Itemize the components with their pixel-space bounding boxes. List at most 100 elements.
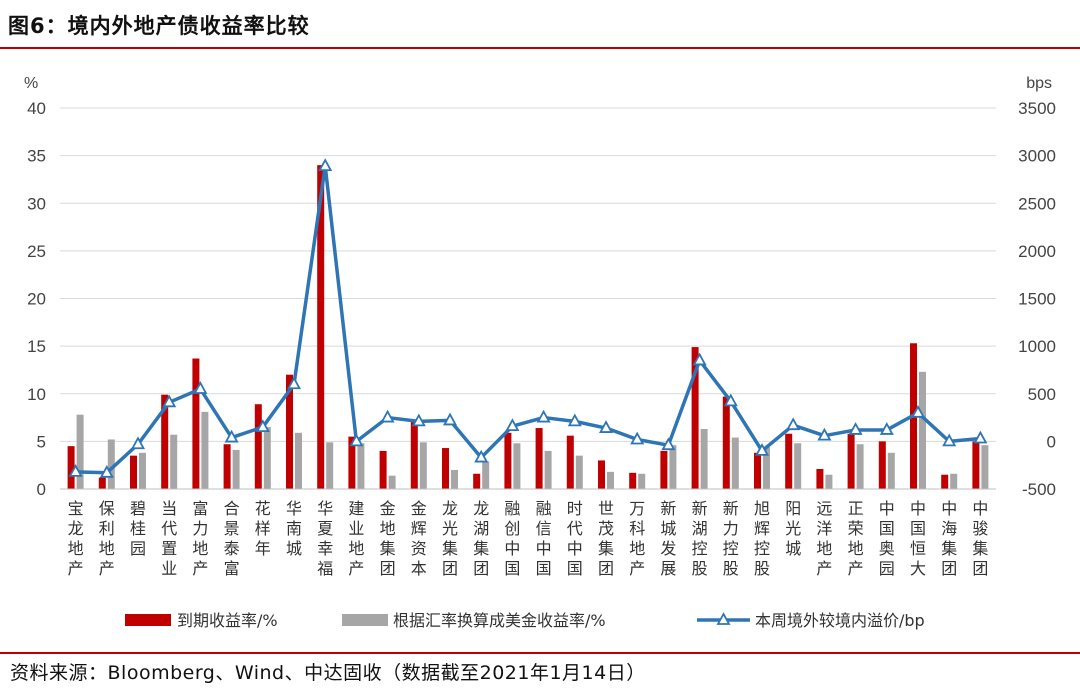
y2-tick-label: -500 — [1022, 480, 1056, 499]
y2-tick-label: 2500 — [1018, 194, 1056, 213]
line-point — [910, 404, 926, 418]
bar — [295, 432, 302, 489]
line-point — [99, 464, 114, 478]
bar — [887, 452, 895, 489]
line-point — [942, 433, 957, 447]
category-label: 富力地产 — [192, 499, 208, 578]
axes: 0 5 10 15 20 25 30 35 40 -500 0 500 1000 1500 2000 2500… — [24, 75, 1056, 499]
category-label: 保利地产 — [99, 499, 115, 578]
legend-label: 本周境外较境内溢价/bp — [755, 611, 925, 630]
line-point — [68, 463, 83, 477]
bar — [107, 439, 115, 489]
line-point — [349, 433, 364, 447]
category-label: 华夏幸福 — [317, 499, 333, 578]
category-label: 新力控股 — [723, 499, 739, 578]
bar — [566, 435, 574, 489]
bar — [254, 404, 262, 489]
y2-tick-label: 1000 — [1018, 337, 1056, 356]
line-point — [411, 413, 426, 427]
bar — [785, 433, 793, 489]
category-label: 远洋地产 — [816, 499, 832, 578]
category-label: 宝龙地产 — [68, 499, 84, 578]
bar — [919, 371, 926, 489]
legend-marker — [716, 612, 731, 625]
premium-polyline — [75, 164, 981, 475]
bar — [731, 437, 739, 489]
y-tick-label: 35 — [27, 147, 46, 166]
bar — [816, 468, 824, 489]
bar — [513, 443, 521, 489]
category-label: 中骏集团 — [972, 499, 988, 578]
bar — [317, 165, 325, 489]
line-point — [567, 413, 582, 427]
y-tick-label: 0 — [37, 480, 46, 499]
category-label: 花样年 — [255, 499, 271, 558]
category-label: 旭辉控股 — [754, 499, 770, 578]
line-point — [817, 427, 832, 441]
bar — [130, 455, 137, 489]
line-point — [224, 429, 239, 443]
bar — [629, 472, 637, 489]
line-point — [661, 437, 676, 451]
line-point — [692, 352, 707, 366]
bar — [482, 461, 490, 489]
bar — [76, 414, 84, 489]
line-point — [723, 393, 738, 407]
bar — [544, 450, 552, 489]
line-point — [536, 409, 551, 423]
line-point — [879, 422, 894, 435]
y2-tick-label: 3000 — [1018, 147, 1056, 166]
category-label: 合景泰富 — [224, 499, 240, 578]
y-tick-label: 20 — [27, 290, 46, 309]
bar — [598, 460, 605, 489]
bar — [139, 452, 146, 489]
line-point — [505, 418, 520, 432]
legend: 到期收益率/% 根据汇率换算成美金收益率/% 本周境外较境内溢价/bp — [125, 611, 925, 630]
bar — [638, 473, 646, 489]
category-label: 华南城 — [286, 499, 302, 558]
bar — [607, 471, 614, 489]
chart: 0 5 10 15 20 25 30 35 40 -500 0 500 1000 1500 2000 2500… — [24, 75, 1056, 630]
bar — [575, 455, 583, 489]
bar — [232, 449, 240, 489]
line-point — [754, 443, 770, 456]
bar — [410, 421, 418, 489]
line-point — [630, 431, 645, 445]
line-point — [380, 409, 395, 423]
y-tick-label: 10 — [27, 385, 46, 404]
bars — [67, 165, 989, 489]
line-point — [255, 419, 270, 432]
bar — [691, 347, 699, 489]
bar — [981, 445, 989, 489]
bar — [700, 428, 708, 489]
category-label: 金地集团 — [380, 499, 396, 578]
chart-title: 图6：境内外地产债收益率比较 — [8, 14, 310, 38]
bar — [825, 474, 833, 489]
legend-label: 到期收益率/% — [177, 611, 278, 630]
category-label: 正荣地产 — [848, 499, 864, 578]
category-label: 中国恒大 — [910, 499, 926, 578]
bar — [286, 374, 293, 489]
line-point — [442, 412, 458, 426]
bar — [754, 452, 761, 489]
line-point — [193, 381, 208, 394]
y-tick-label: 5 — [37, 432, 46, 451]
bar — [442, 448, 449, 489]
y2-tick-label: 1500 — [1018, 290, 1056, 309]
y2-axis-unit: bps — [1026, 75, 1052, 92]
y2-tick-label: 2000 — [1018, 242, 1056, 261]
bar — [847, 433, 855, 489]
line-point — [848, 422, 863, 435]
y-tick-label: 40 — [27, 99, 46, 118]
title-rule — [0, 47, 1080, 49]
bar — [878, 441, 886, 489]
bar — [98, 477, 106, 489]
category-label: 碧桂园 — [130, 499, 146, 558]
category-label: 当代置业 — [161, 499, 177, 578]
line-point — [318, 158, 333, 172]
category-label: 建业地产 — [348, 499, 364, 578]
y2-tick-label: 3500 — [1018, 99, 1056, 118]
bar — [535, 428, 543, 489]
source-rule — [0, 652, 1080, 654]
bar — [763, 447, 770, 489]
